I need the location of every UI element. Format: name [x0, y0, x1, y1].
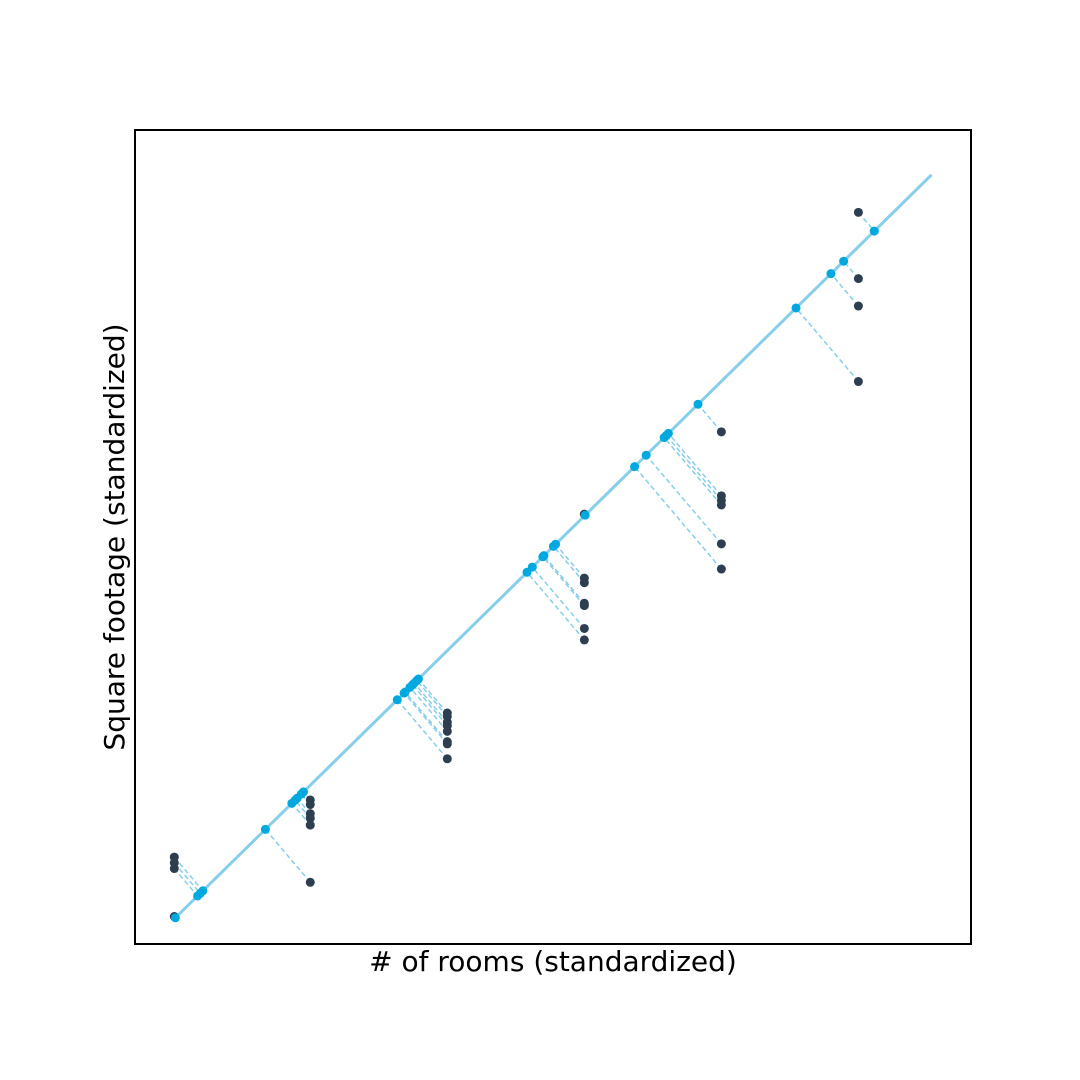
data-point [442, 737, 452, 747]
residual-line [830, 273, 859, 307]
projected-point [298, 787, 308, 797]
residual-line [645, 454, 722, 545]
x-axis-label: # of rooms (standardized) [369, 945, 737, 978]
data-point [579, 623, 589, 633]
data-point [853, 207, 863, 217]
residual-line [633, 466, 722, 570]
data-point [579, 573, 589, 583]
residual-line [173, 856, 204, 892]
data-points [169, 207, 863, 922]
projected-point [663, 428, 673, 438]
data-point [853, 274, 863, 284]
residual-line [542, 556, 585, 607]
projected-point [580, 510, 590, 520]
data-point [305, 795, 315, 805]
projected-point [641, 450, 651, 460]
residual-line [396, 699, 448, 760]
data-point [853, 377, 863, 387]
data-point [853, 301, 863, 311]
residual-lines [173, 211, 875, 919]
projected-point [392, 695, 402, 705]
projected-point [413, 674, 423, 684]
projected-point [527, 562, 537, 572]
data-point [442, 754, 452, 764]
data-point [169, 852, 179, 862]
projected-point [260, 824, 270, 834]
projected-point [198, 886, 208, 896]
projected-point [170, 913, 180, 923]
data-point [716, 427, 726, 437]
residual-line [404, 691, 448, 743]
data-point [305, 820, 315, 830]
residual-line [552, 545, 585, 584]
residual-line [264, 828, 311, 883]
residual-line [663, 437, 722, 506]
residual-line [543, 555, 585, 604]
residual-line [412, 684, 448, 727]
residual-line [403, 692, 448, 745]
data-point [716, 539, 726, 549]
projected-point [791, 303, 801, 313]
data-point [305, 877, 315, 887]
plot-frame [134, 129, 972, 945]
residual-line [667, 432, 722, 497]
y-axis-label: Square footage (standardized) [98, 323, 131, 750]
residual-line [417, 678, 448, 714]
residual-line [697, 403, 722, 433]
projected-point [869, 226, 879, 236]
data-point [579, 635, 589, 645]
data-point [305, 809, 315, 819]
residual-line [531, 566, 585, 629]
projected-point [551, 539, 561, 549]
projected-point [539, 551, 549, 561]
residual-line [409, 686, 448, 732]
residual-line [526, 571, 585, 641]
projected-points [170, 226, 879, 923]
projected-point [630, 462, 640, 472]
residual-line [413, 682, 448, 723]
residual-line [665, 434, 722, 501]
residual-line [173, 862, 201, 894]
projected-point [693, 399, 703, 409]
data-point [716, 491, 726, 501]
data-point [579, 598, 589, 608]
data-point [716, 564, 726, 574]
projected-point [839, 256, 849, 266]
projected-point [826, 269, 836, 279]
residual-line [795, 307, 859, 383]
residual-line [173, 868, 199, 897]
data-point [442, 708, 452, 718]
residual-line [554, 543, 585, 579]
